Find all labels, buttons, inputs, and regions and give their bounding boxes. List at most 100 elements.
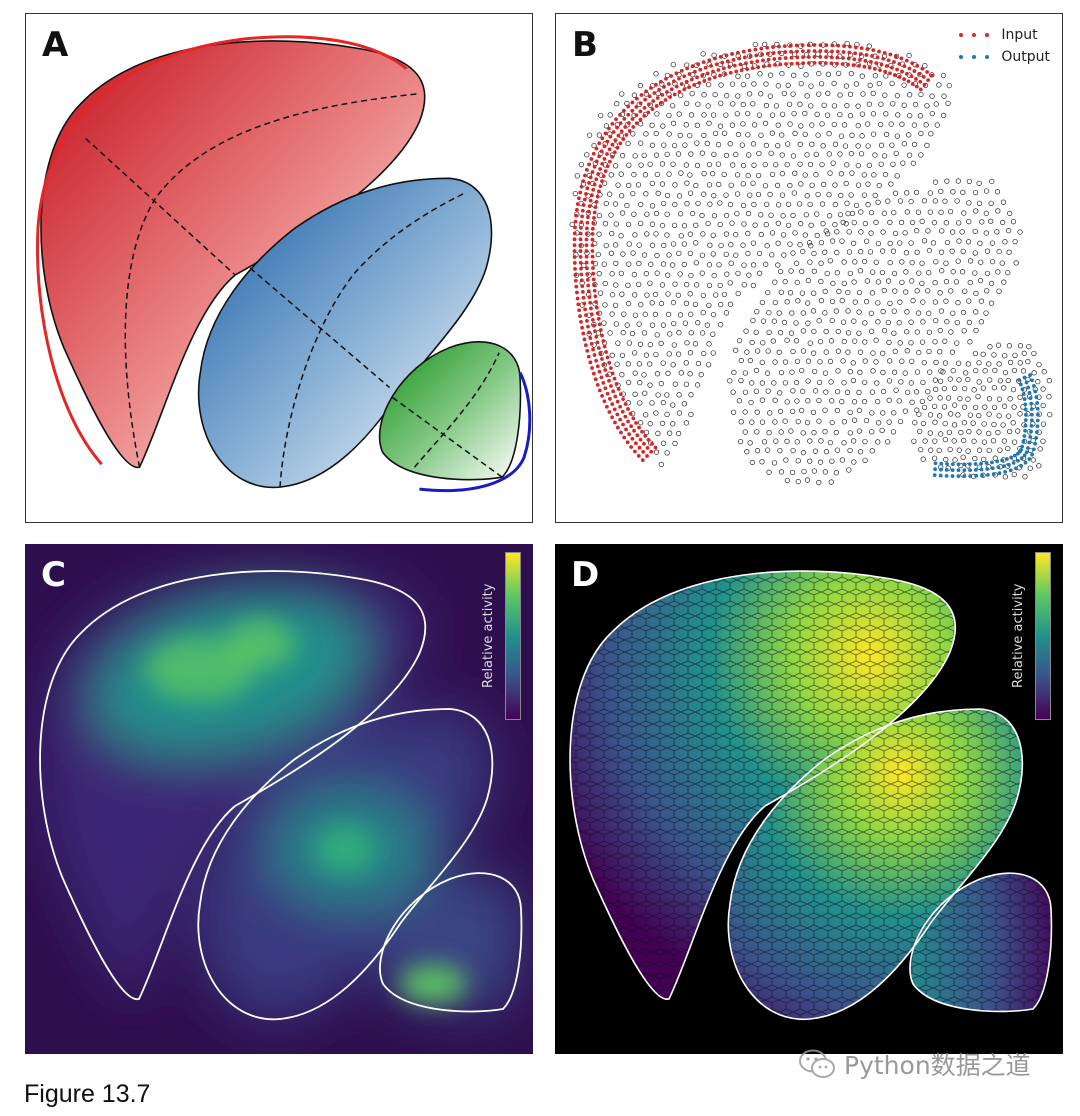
neuron-point [780,213,786,219]
neuron-point [681,223,688,229]
input-neuron [594,146,599,151]
neuron-point [771,460,778,466]
neuron-point [880,350,886,356]
neuron-point [661,200,667,207]
neuron-point [608,250,615,256]
input-neuron [662,84,666,89]
neuron-point [843,83,850,89]
input-neuron [573,278,578,283]
neuron-point [701,112,707,118]
neuron-point [826,213,833,219]
input-neuron [650,441,654,446]
neuron-point [931,403,938,409]
neuron-point [718,100,724,106]
neuron-point [838,171,845,177]
output-neuron [1027,390,1032,395]
input-neuron [586,354,591,359]
neuron-point [632,292,638,298]
neuron-point [875,420,882,426]
neuron-point [795,478,801,485]
input-neuron [907,66,912,71]
neuron-point [948,411,954,417]
neuron-point [653,210,660,217]
neuron-point [875,439,881,445]
neuron-point [878,101,884,107]
neuron-point [572,190,578,197]
neuron-point [855,123,861,129]
neuron-point [966,200,972,206]
input-neuron [643,434,648,438]
output-neuron [944,473,949,478]
neuron-point [809,141,815,147]
neuron-point [800,450,807,456]
neuron-point [739,142,746,148]
neuron-point [804,477,811,483]
input-neuron [724,53,729,58]
neuron-point [928,447,934,453]
input-neuron [600,136,605,141]
neuron-point [754,448,761,454]
neuron-point [907,112,913,119]
neuron-point [912,419,918,426]
neuron-point [1012,352,1018,358]
neuron-point [865,202,871,208]
neuron-point [746,272,752,278]
input-neuron [603,386,608,391]
neuron-point [615,340,621,346]
neuron-point [960,309,967,316]
input-neuron [841,50,846,54]
neuron-point [740,242,746,248]
neuron-point [886,339,892,346]
neuron-point [904,329,910,335]
neuron-point [613,282,619,288]
input-neuron [610,415,614,420]
input-neuron [912,69,917,73]
output-neuron [990,460,994,465]
neuron-point [601,261,607,267]
input-neuron [610,154,615,159]
neuron-point [868,230,874,236]
output-neuron [1006,462,1011,467]
neuron-point [1006,343,1013,349]
input-neuron [589,306,593,311]
neuron-point [824,231,831,237]
output-neuron [1035,430,1039,435]
neuron-point [795,458,801,464]
input-neuron [589,312,594,317]
neuron-point [776,349,782,355]
neuron-point [676,330,682,336]
neuron-point [839,238,845,244]
neuron-point [684,340,690,346]
neuron-point [802,131,808,137]
neuron-point [642,390,648,396]
neuron-point [681,261,687,268]
neuron-point [717,282,723,288]
neuron-point [676,193,683,199]
input-neuron [589,193,594,198]
output-neuron [979,467,984,472]
neuron-point [780,232,787,238]
neuron-point [772,299,778,306]
input-neuron [653,445,658,450]
input-neuron [587,162,591,167]
output-neuron [933,461,938,466]
input-neuron [759,46,764,51]
input-neuron [674,71,679,76]
neuron-point [641,330,648,336]
input-neuron [714,62,719,67]
neuron-point [778,369,785,376]
neuron-point [711,151,717,157]
output-neuron [1022,375,1027,380]
neuron-point [619,153,626,159]
neuron-point [783,457,789,463]
neuron-point [764,370,771,376]
neuron-point [621,311,627,317]
neuron-point [729,122,736,128]
neuron-point [584,152,590,158]
input-neuron [840,62,845,66]
neuron-point [869,448,875,454]
panel-b: B Input Output [555,13,1063,523]
neuron-point [699,212,705,219]
neuron-point [976,447,983,453]
neuron-point [790,91,796,97]
